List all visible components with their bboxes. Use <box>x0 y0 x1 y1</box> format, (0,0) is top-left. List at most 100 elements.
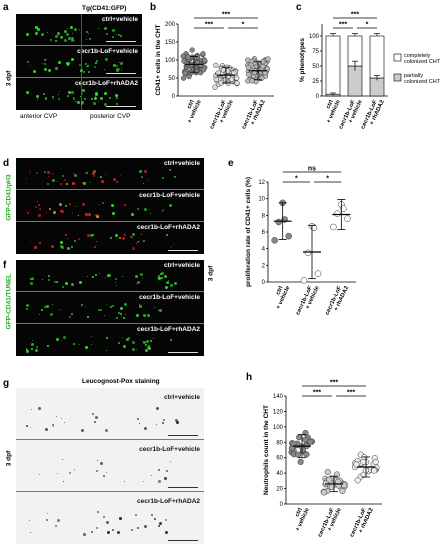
cell-speck <box>81 429 85 433</box>
cell-speck <box>164 519 167 522</box>
cell-speck <box>106 471 107 473</box>
legend-label: completely <box>404 53 431 59</box>
panel-df-outer-label: 3 dpf <box>207 265 215 282</box>
cell-speck <box>92 171 96 175</box>
y-tick-label: 8 <box>262 213 266 219</box>
data-point <box>271 237 278 244</box>
cell-speck <box>26 424 29 427</box>
cell-speck <box>91 336 92 338</box>
cell-speck <box>95 215 99 219</box>
cell-speck <box>65 233 68 236</box>
cell-speck <box>111 212 115 216</box>
cell-speck <box>52 304 54 306</box>
cell-speck <box>95 62 98 65</box>
cell-speck <box>105 276 107 278</box>
cell-speck <box>51 178 55 182</box>
cell-speck <box>79 280 83 284</box>
cell-speck <box>168 279 170 281</box>
cell-speck <box>89 38 92 41</box>
cell-speck <box>58 90 60 92</box>
cell-speck <box>123 203 126 206</box>
y-tick-label: 0 <box>172 94 176 100</box>
panel-d-row: cecr1b-LoF+vehicle <box>16 190 204 222</box>
cell-speck <box>107 531 111 535</box>
cell-speck <box>145 344 148 347</box>
cell-speck <box>77 101 81 105</box>
cell-speck <box>46 304 50 308</box>
data-point <box>304 249 312 257</box>
significance-label: *** <box>339 22 347 29</box>
data-point <box>201 57 208 63</box>
cell-speck <box>104 173 106 175</box>
y-tick-label: 40 <box>276 471 283 477</box>
cell-speck <box>85 39 87 41</box>
scale-bar <box>168 250 198 251</box>
cell-speck <box>48 69 52 73</box>
cell-speck <box>46 59 48 61</box>
cell-speck <box>167 282 170 285</box>
data-point <box>259 75 265 81</box>
cell-speck <box>30 343 34 347</box>
cell-speck <box>136 348 138 350</box>
cell-speck <box>44 99 46 101</box>
cell-speck <box>53 210 57 214</box>
cell-speck <box>26 307 29 310</box>
cell-speck <box>148 209 150 211</box>
cell-speck <box>66 238 68 240</box>
cell-speck <box>31 348 34 351</box>
row-label: ctrl+vehicle <box>102 16 138 23</box>
cell-speck <box>84 62 87 65</box>
cell-speck <box>71 245 74 248</box>
cell-speck <box>166 470 169 473</box>
cell-speck <box>120 34 123 37</box>
cell-speck <box>105 428 109 432</box>
cell-speck <box>153 307 155 309</box>
cell-speck <box>157 310 159 312</box>
cell-speck <box>138 304 142 308</box>
cell-speck <box>102 182 104 184</box>
cell-speck <box>73 173 75 175</box>
row-label: cecr1b-LoF+vehicle <box>139 294 200 301</box>
cell-speck <box>67 63 70 66</box>
row-label: cecr1b-LoF+rhADA2 <box>136 224 200 231</box>
cell-speck <box>116 181 119 184</box>
cell-speck <box>165 233 168 236</box>
significance-label: *** <box>330 380 338 387</box>
cell-speck <box>90 98 93 101</box>
y-tick-label: 20 <box>276 487 283 493</box>
cell-speck <box>154 517 157 520</box>
scale-bar <box>168 435 198 436</box>
cell-speck <box>35 31 39 35</box>
bar-partial <box>369 77 385 97</box>
cell-speck <box>52 97 54 99</box>
cell-speck <box>98 308 101 311</box>
data-point <box>341 482 348 489</box>
cell-speck <box>174 282 178 286</box>
cell-speck <box>105 521 109 525</box>
data-point <box>340 205 347 212</box>
cell-speck <box>90 531 93 534</box>
cell-speck <box>40 308 43 311</box>
data-point <box>360 458 367 465</box>
x-tick-label: ctrl <box>187 99 196 110</box>
x-tick-label: ctrl <box>326 99 335 110</box>
cell-speck <box>82 182 85 185</box>
y-tick-label: 75 <box>312 49 319 55</box>
cell-speck <box>139 423 141 425</box>
cell-speck <box>158 525 161 528</box>
cell-speck <box>115 93 119 97</box>
panel-f-row: ctrl+vehicle <box>16 260 204 292</box>
cell-speck <box>151 475 153 477</box>
cell-speck <box>136 282 138 284</box>
cell-speck <box>46 512 48 514</box>
cell-speck <box>114 281 116 283</box>
cell-speck <box>74 239 77 242</box>
cell-speck <box>26 303 30 307</box>
cell-speck <box>121 67 123 69</box>
cell-speck <box>66 96 68 98</box>
cell-speck <box>95 95 97 97</box>
row-label: cecr1b-LoF+vehicle <box>77 48 138 55</box>
cell-speck <box>61 285 64 288</box>
cell-speck <box>106 349 108 351</box>
cell-speck <box>95 59 98 62</box>
